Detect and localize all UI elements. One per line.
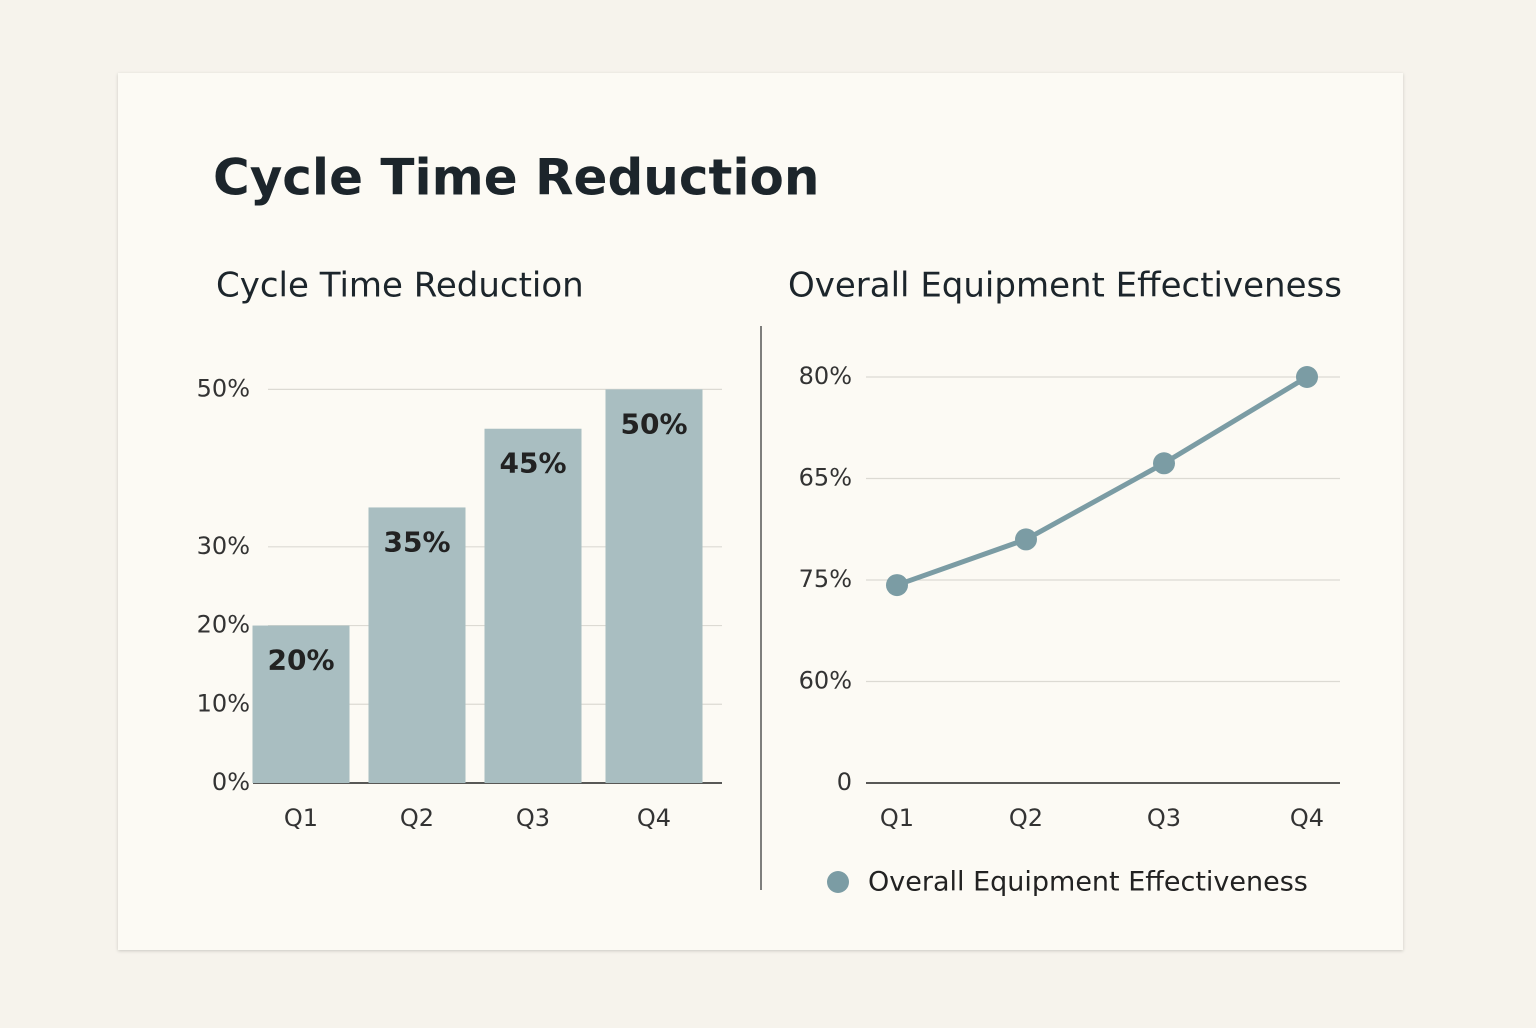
legend-label: Overall Equipment Effectiveness — [868, 867, 1308, 898]
page-title: Cycle Time Reduction — [213, 149, 819, 207]
legend-swatch — [827, 871, 849, 893]
y-tick-label: 60% — [799, 667, 852, 695]
bar — [484, 428, 582, 783]
x-tick-label: Q3 — [516, 804, 550, 832]
y-tick-label: 10% — [197, 689, 250, 717]
y-tick-label: 0 — [837, 768, 852, 796]
point — [1153, 452, 1175, 475]
data-label: 50% — [620, 407, 687, 440]
point — [1296, 366, 1318, 388]
chart-title: Overall Equipment Effectiveness — [788, 266, 1342, 306]
y-tick-label: 20% — [197, 611, 250, 639]
x-tick-label: Q2 — [400, 804, 434, 832]
y-tick-label: 75% — [799, 565, 852, 593]
x-tick-label: Q3 — [1147, 804, 1181, 832]
point — [1015, 528, 1037, 551]
y-tick-label: 50% — [197, 374, 250, 402]
line — [896, 374, 1309, 588]
x-tick-label: Q1 — [284, 804, 318, 832]
data-label: 45% — [499, 447, 566, 480]
bar — [252, 625, 350, 783]
y-tick-label: 30% — [197, 532, 250, 560]
y-tick-label: 65% — [799, 464, 852, 492]
x-tick-label: Q4 — [637, 804, 671, 832]
x-tick-label: Q2 — [1009, 804, 1043, 832]
y-tick-label: 80% — [799, 362, 852, 390]
y-tick-label: 0% — [212, 768, 250, 796]
bar — [605, 389, 703, 783]
x-tick-label: Q4 — [1290, 804, 1324, 832]
point — [886, 574, 908, 597]
data-label: 20% — [267, 644, 334, 677]
chart-title: Cycle Time Reduction — [216, 266, 584, 306]
bar — [368, 507, 466, 783]
x-tick-label: Q1 — [880, 804, 914, 832]
data-label: 35% — [383, 525, 450, 558]
